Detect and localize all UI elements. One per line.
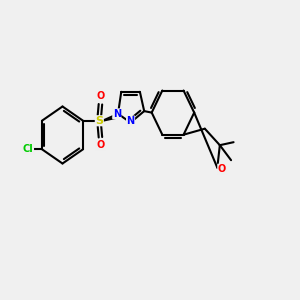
Text: N: N (127, 116, 135, 126)
Text: N: N (113, 109, 121, 119)
Text: O: O (218, 164, 226, 174)
Text: O: O (96, 91, 105, 101)
Text: Cl: Cl (23, 144, 34, 154)
Text: O: O (96, 140, 105, 150)
Text: S: S (95, 116, 103, 126)
